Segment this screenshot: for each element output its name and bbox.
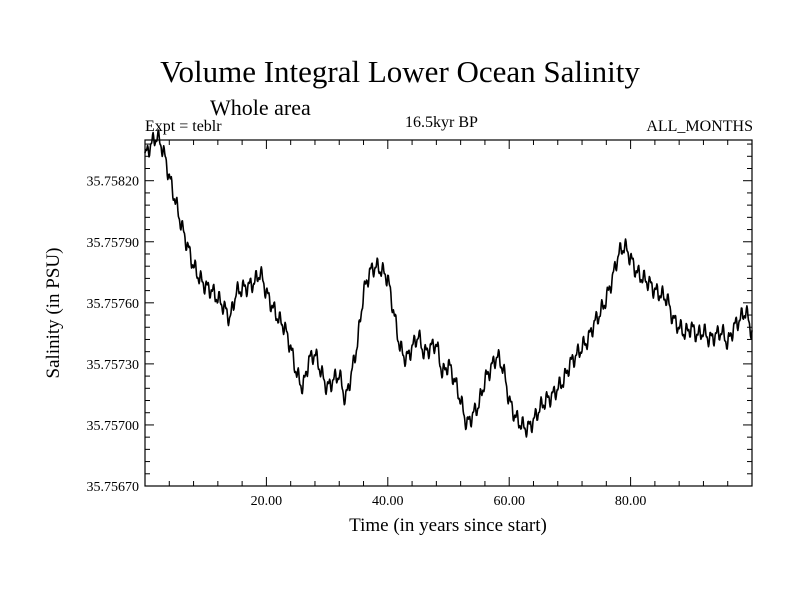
axis-labels: 20.00 40.00 60.00 80.00 35.75670 35.75700 35.7… bbox=[87, 175, 647, 509]
y-tick-label: 35.75700 bbox=[87, 419, 140, 434]
plot-line-layer bbox=[144, 129, 753, 438]
x-tick-label: 40.00 bbox=[372, 494, 404, 509]
period-label: 16.5kyr BP bbox=[405, 114, 478, 131]
plot-frame bbox=[144, 139, 753, 487]
y-tick-label: 35.75670 bbox=[87, 480, 140, 495]
months-label: ALL_MONTHS bbox=[646, 118, 753, 135]
y-axis-label: Salinity (in PSU) bbox=[43, 248, 64, 379]
x-axis-label: Time (in years since start) bbox=[349, 515, 547, 536]
series-line-salinity bbox=[144, 129, 753, 438]
x-tick-label: 80.00 bbox=[615, 494, 647, 509]
y-tick-label: 35.75730 bbox=[87, 358, 140, 373]
chart-title: Volume Integral Lower Ocean Salinity bbox=[160, 54, 640, 89]
axis-ticks bbox=[145, 140, 752, 487]
x-tick-label: 60.00 bbox=[493, 494, 525, 509]
experiment-label: Expt = teblr bbox=[145, 118, 222, 135]
y-tick-label: 35.75790 bbox=[87, 236, 140, 251]
y-tick-label: 35.75820 bbox=[87, 175, 140, 190]
y-tick-label: 35.75760 bbox=[87, 297, 140, 312]
x-tick-label: 20.00 bbox=[251, 494, 283, 509]
chart-subtitle: Whole area bbox=[210, 95, 311, 120]
